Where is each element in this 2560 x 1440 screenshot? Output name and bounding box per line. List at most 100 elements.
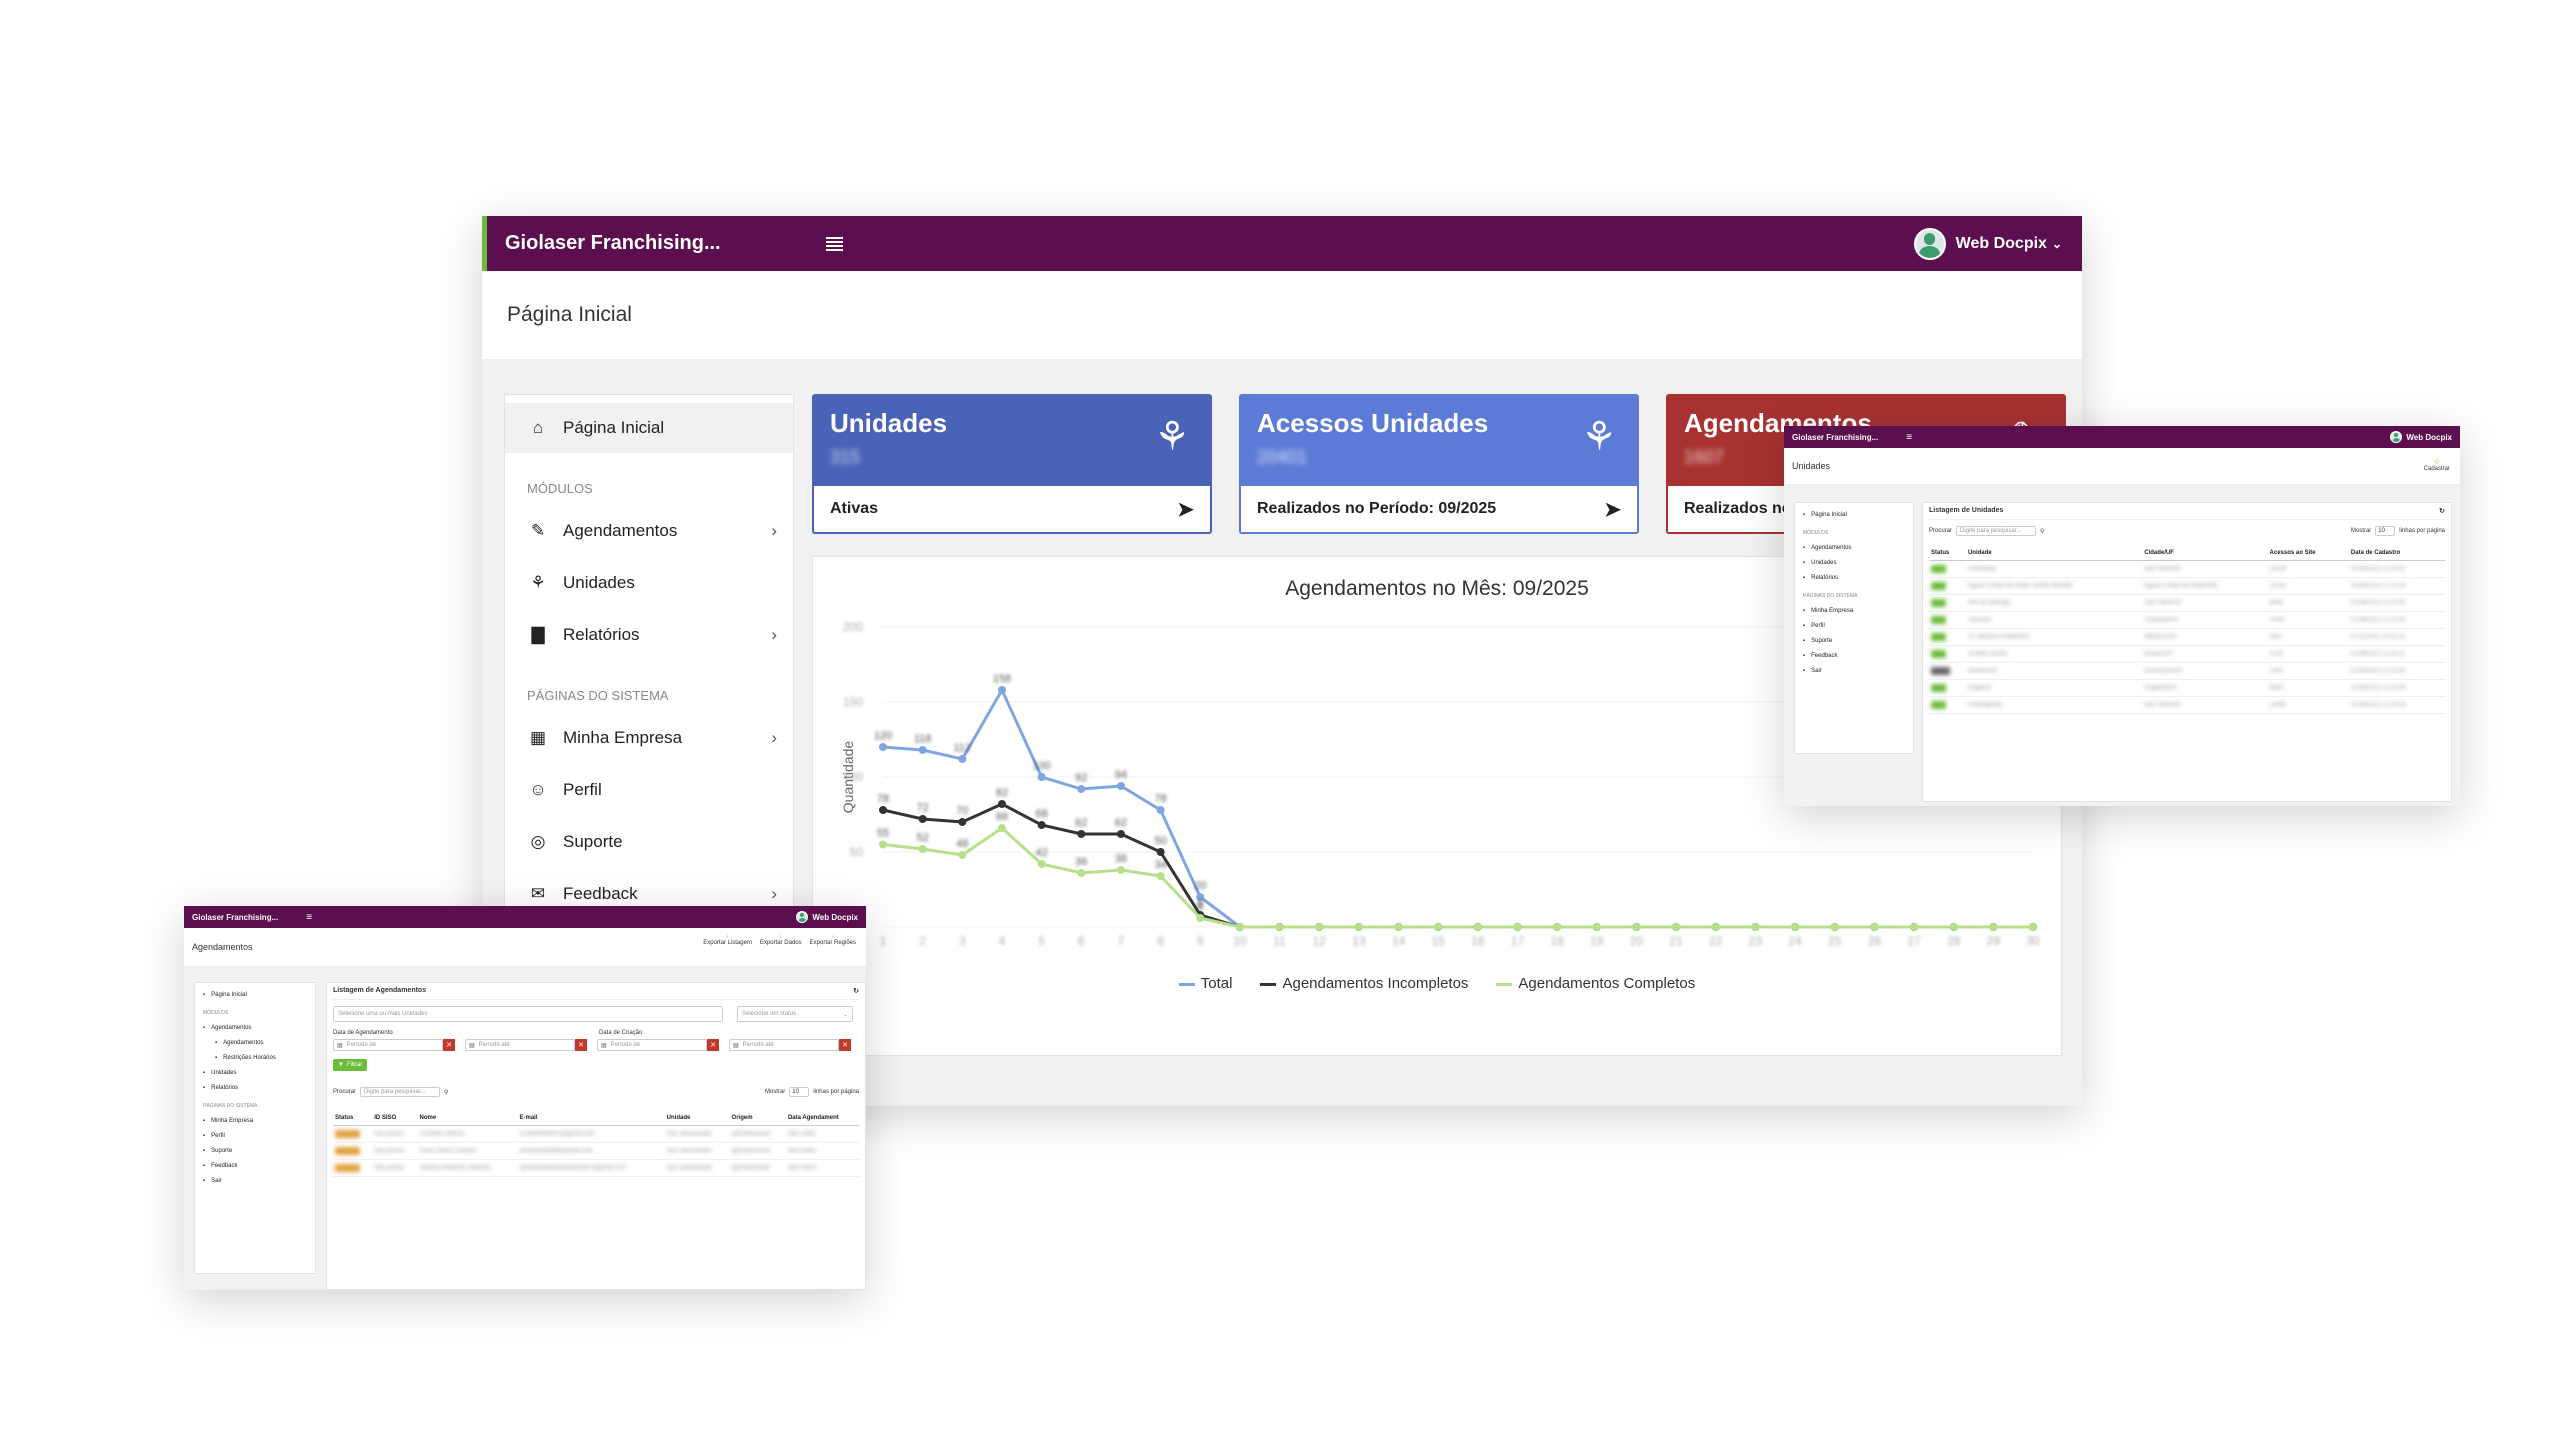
table-row[interactable]: Ativo Amador Bueno Barueri/SP 3756 01/08/202… [1929,645,2445,663]
table-row[interactable]: Ativo Av. Barbosa Robertson Manaus/AM 4257 0… [1929,628,2445,646]
sidebar-item-unidades[interactable]: ⚘ Unidades [505,558,793,608]
sidebar-item[interactable]: ▪ Sair [1795,663,1913,678]
stat-card[interactable]: Unidades 315 ⚘ Ativas ➤ [812,394,1212,534]
column-header[interactable]: Data de Cadastro [2348,546,2445,561]
sidebar-item[interactable]: ▪ Sair [195,1173,315,1188]
date-input[interactable]: ▤ Período de [597,1039,707,1051]
sidebar-item-relat-rios[interactable]: ▇ Relatórios › [505,610,793,660]
legend-item[interactable]: Agendamentos Completos [1496,975,1695,992]
agend-user-name: Web Docpix [812,912,858,922]
agend-user-menu[interactable]: Web Docpix [796,911,858,923]
date-input[interactable]: ▤ Período até [465,1039,575,1051]
agend-search-icon[interactable]: ⚲ [444,1089,449,1096]
table-row[interactable]: Inativo Americana Americana/SP 7845 01/08/20… [1929,662,2445,680]
sidebar-item[interactable]: ▪ Perfil [195,1128,315,1143]
column-header[interactable]: Status [1929,546,1966,561]
sidebar-item[interactable]: ▪ Suporte [1795,633,1913,648]
unidades-add-button[interactable]: ○ Cadastrar [2424,456,2450,472]
agend-search-input[interactable]: Digite para pesquisar... [360,1087,441,1097]
sidebar-item[interactable]: ▪ Agendamentos [1795,540,1913,555]
unidades-menu-toggle-icon[interactable]: ≡ [1906,431,1913,443]
table-row[interactable]: Ativo Alto da Ipiranga São Paulo/SP 8899 01/… [1929,594,2445,612]
sidebar-item[interactable]: ▪ Perfil [1795,618,1913,633]
unidades-search-input[interactable]: Digite para pesquisar... [1956,526,2037,536]
legend-item[interactable]: Agendamentos Incompletos [1260,975,1468,992]
sidebar-item-label: Agendamentos [211,1024,252,1031]
sidebar-item[interactable]: ▪ Feedback [1795,648,1913,663]
date-input[interactable]: ▤ Período até [729,1039,839,1051]
stat-card[interactable]: Acessos Unidades 20401 ⚘ Realizados no Perí… [1239,394,1639,534]
unidades-page-size-select[interactable]: 10 [2375,526,2396,536]
agend-menu-toggle-icon[interactable]: ≡ [306,911,313,923]
sidebar-item[interactable]: ▪ Agendamentos [195,1035,315,1050]
brand-title[interactable]: Giolaser Franchising... [505,232,721,254]
status-select[interactable]: Selecione um status ⌄ [737,1006,853,1022]
edit-icon: ✎ [530,521,546,540]
agend-page-size-select[interactable]: 10 [789,1087,810,1097]
sidebar-item-perfil[interactable]: ☺ Perfil [505,765,793,815]
sidebar-item[interactable]: ▪ Minha Empresa [195,1113,315,1128]
search-icon[interactable]: ⚲ [2040,528,2045,535]
refresh-icon[interactable]: ↻ [2439,508,2445,515]
column-header[interactable]: Acessos ao Site [2267,546,2349,561]
sidebar-item[interactable]: ▪ Suporte [195,1143,315,1158]
table-row[interactable]: Pendente Não possui Cristiane Martins crist… [333,1125,859,1143]
arrow-circle-right-icon[interactable]: ➤ [1177,498,1194,521]
sidebar-item[interactable]: ▪ Relatórios [1795,570,1913,585]
sidebar-item[interactable]: ▪ Agendamentos [195,1020,315,1035]
series-line [882,826,2033,929]
date-input[interactable]: ▤ Período de [333,1039,443,1051]
unidades-brand[interactable]: Giolaser Franchising... [1792,432,1879,442]
column-header[interactable]: Cidade/UF [2142,546,2268,561]
clear-date-button[interactable]: ✕ [839,1039,851,1051]
column-header[interactable]: Nome [417,1111,518,1126]
section-system: PÁGINAS DO SISTEMA [527,688,669,703]
clear-date-button[interactable]: ✕ [443,1039,455,1051]
sidebar-item[interactable]: ▪ Relatórios [195,1080,315,1095]
export-button[interactable]: ↓ Exportar Listagem [703,934,752,946]
stat-card-footer[interactable]: Realizados no Período: 09/2025 ➤ [1239,486,1639,534]
agend-brand[interactable]: Giolaser Franchising... [192,912,279,922]
data-point [1434,923,1443,931]
units-select[interactable]: Selecione uma ou mais Unidades [333,1006,723,1022]
user-menu[interactable]: Web Docpix ⌄ [1913,227,2062,260]
sidebar-item[interactable]: ▪ Minha Empresa [1795,603,1913,618]
table-row[interactable]: Ativo Águas Lindas De Goiás Jardim Brasíl… [1929,577,2445,595]
sidebar-item-minha-empresa[interactable]: ▦ Minha Empresa › [505,713,793,763]
sidebar-item[interactable]: ▪ Feedback [195,1158,315,1173]
column-header[interactable]: E-mail [517,1111,665,1126]
filter-button[interactable]: ▼ Filtrar [333,1059,368,1071]
agend-refresh-icon[interactable]: ↻ [853,988,859,995]
column-header[interactable]: Origem [729,1111,786,1126]
sidebar-item-feedback[interactable]: ✉ Feedback › [505,869,793,919]
clear-date-button[interactable]: ✕ [707,1039,719,1051]
sidebar-item-p-gina-inicial[interactable]: ⌂ Página Inicial [505,403,793,453]
column-header[interactable]: Status [333,1111,373,1126]
sidebar-item[interactable]: ▪ Página Inicial [195,987,315,1002]
column-header[interactable]: ID SISO [372,1111,418,1126]
stat-card-footer[interactable]: Ativas ➤ [812,486,1212,534]
arrow-circle-right-icon[interactable]: ➤ [1604,498,1621,521]
export-button[interactable]: ↓ Exportar Regiões [810,934,856,946]
clear-date-button[interactable]: ✕ [575,1039,587,1051]
column-header[interactable]: Data Agendament [785,1111,859,1126]
sidebar-item-suporte[interactable]: ◎ Suporte [505,817,793,867]
table-row[interactable]: Ativo Aclimação São Paulo/SP 10158 01/08/202… [1929,560,2445,578]
plus-circle-icon: ○ [2434,456,2440,466]
column-header[interactable]: Unidade [664,1111,730,1126]
sidebar-item[interactable]: ▪ Unidades [1795,555,1913,570]
table-row[interactable]: Pendente Não possui Karla Santos Guedes kar… [333,1142,859,1160]
unidades-user-menu[interactable]: Web Docpix [2390,431,2452,443]
table-row[interactable]: Ativo Alvorada Alvorada/RS 10487 01/08/2022 … [1929,611,2445,629]
sidebar-item-agendamentos[interactable]: ✎ Agendamentos › [505,506,793,556]
sidebar-item[interactable]: ▪ Unidades [195,1065,315,1080]
column-header[interactable]: Unidade [1965,546,2143,561]
export-button[interactable]: ↓ Exportar Dados [760,934,802,946]
legend-item[interactable]: Total [1178,975,1232,992]
menu-toggle-icon[interactable] [825,235,843,253]
sidebar-item[interactable]: ▪ Página Inicial [1795,507,1913,522]
sidebar-item[interactable]: ▪ Restrições Horários [195,1050,315,1065]
table-row[interactable]: Ativo Anhangabaú São Paulo/SP 10066 01/08/20… [1929,696,2445,714]
table-row[interactable]: Ativo Angélica Angélica/SP 6654 01/08/2022 1… [1929,679,2445,697]
table-row[interactable]: Pendente Não possui Adriana Medeiros Barbo… [333,1159,859,1177]
